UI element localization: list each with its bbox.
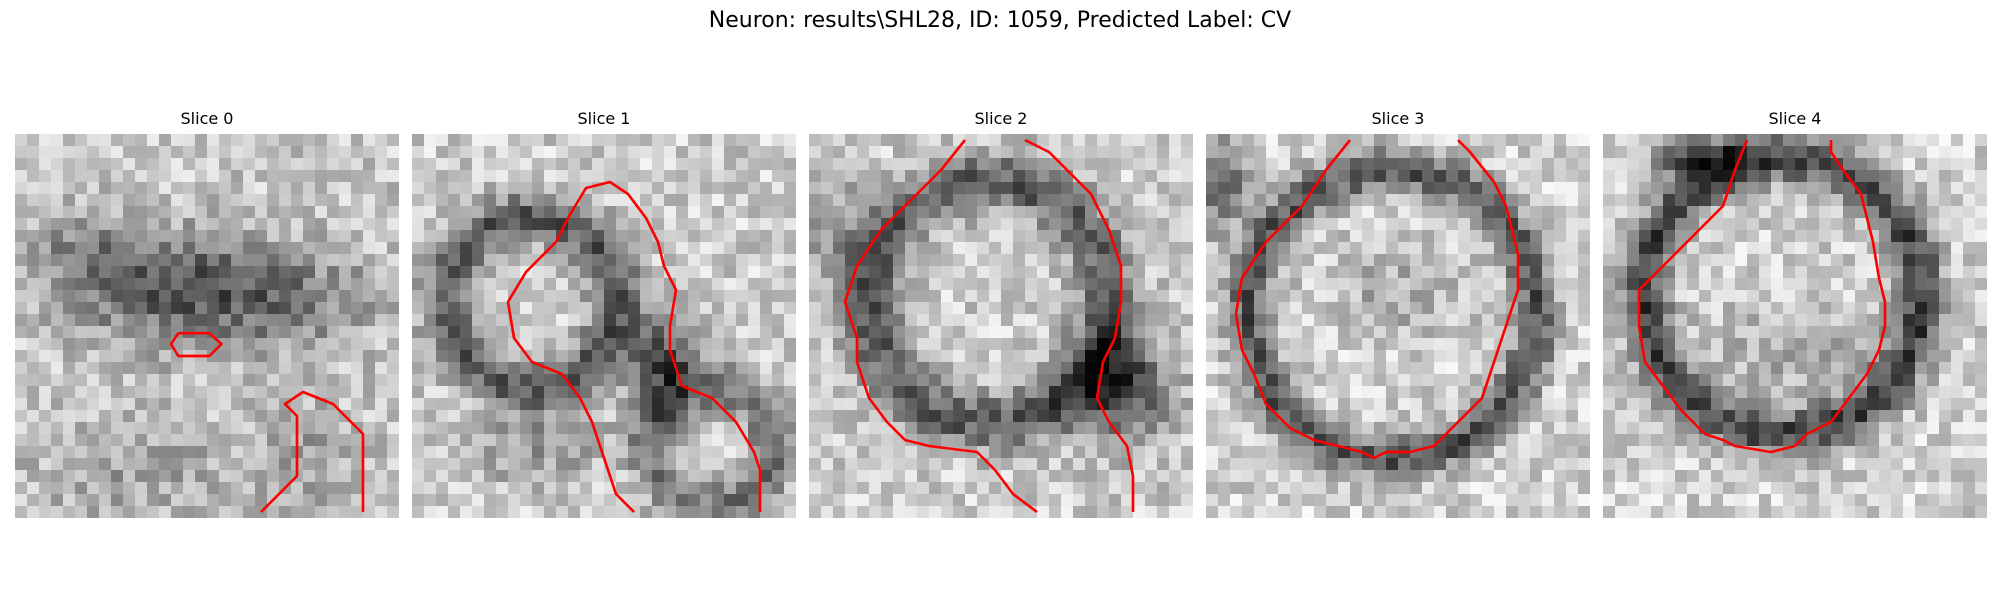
slice-title-3: Slice 3 [1371, 109, 1425, 128]
pixel-grid [412, 134, 796, 518]
slice-panel-2: Slice 2 [809, 108, 1193, 520]
contour-line-1 [1024, 138, 1135, 512]
slice-panel-0: Slice 0 [15, 108, 399, 520]
pixel-grid [1206, 134, 1590, 518]
contour-line-0 [843, 139, 1038, 514]
contour-line-0 [1637, 139, 1887, 454]
slice-image-0 [15, 134, 399, 518]
slice-image-4 [1603, 134, 1987, 518]
pixel-grid [809, 134, 1193, 518]
slice-title-0: Slice 0 [180, 109, 234, 128]
slice-title-2: Slice 2 [974, 109, 1028, 128]
slice-image-1 [412, 134, 796, 518]
slice-image-3 [1206, 134, 1590, 518]
pixel-grid [1603, 134, 1987, 518]
slice-panel-1: Slice 1 [412, 108, 796, 520]
figure-title: Neuron: results\SHL28, ID: 1059, Predict… [708, 8, 1292, 33]
slice-image-2 [809, 134, 1193, 518]
contour-line-0 [169, 331, 223, 358]
contour-line-1 [260, 390, 365, 513]
slice-panel-3: Slice 3 [1206, 108, 1590, 520]
slice-title-4: Slice 4 [1768, 109, 1822, 128]
slice-title-1: Slice 1 [577, 109, 631, 128]
contour-line-0 [1234, 139, 1520, 460]
pixel-grid [15, 134, 399, 518]
slice-panel-4: Slice 4 [1603, 108, 1987, 520]
contour-line-0 [506, 180, 762, 513]
